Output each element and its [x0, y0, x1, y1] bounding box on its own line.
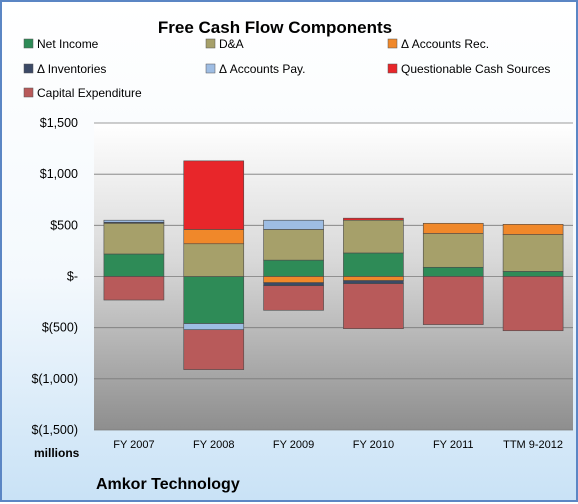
legend-swatch-capital-expenditure [23, 87, 34, 98]
y-tick-label: $(1,000) [31, 372, 78, 386]
bar-capital-expenditure-fy-2009 [263, 285, 324, 311]
y-tick-label: $1,500 [40, 116, 78, 130]
bar-d-a-ttm-9-2012 [502, 234, 564, 272]
chart-title: Free Cash Flow Components [158, 18, 392, 37]
bar-capital-expenditure-fy-2007 [103, 276, 165, 301]
x-tick-label: FY 2007 [113, 439, 154, 451]
bar-capital-expenditure-ttm-9-2012 [502, 276, 564, 332]
bar-net-income-fy-2011 [422, 266, 484, 277]
bar-inventories-fy-2009 [263, 282, 324, 287]
bar-accounts-pay-fy-2008 [183, 323, 245, 331]
legend-swatch-questionable-cash-sources [387, 63, 398, 74]
bar-capital-expenditure-fy-2010 [343, 283, 404, 329]
bar-d-a-fy-2011 [422, 233, 484, 268]
x-axis: FY 2007 FY 2008 FY 2009 FY 2010 FY 2011 TTM 9… [113, 439, 563, 451]
bar-net-income-fy-2009 [263, 259, 324, 277]
legend-label-d-a: D&A [219, 37, 244, 51]
y-tick-label: $500 [50, 218, 78, 232]
legend-swatch-d-a [205, 38, 216, 49]
bar-accounts-pay-fy-2009 [263, 219, 324, 230]
bar-net-income-fy-2010 [343, 252, 404, 277]
x-tick-label: TTM 9-2012 [503, 439, 563, 451]
y-tick-label: $(1,500) [31, 423, 78, 437]
bar-accounts-rec-ttm-9-2012 [502, 224, 564, 235]
x-tick-label: FY 2008 [193, 439, 234, 451]
bar-questionable-cash-sources-fy-2010 [343, 217, 404, 221]
legend: Net Income D&A Δ Accounts Rec. Δ Inventorie… [23, 37, 550, 100]
legend-label-inventories: Δ Inventories [37, 62, 106, 76]
legend-swatch-net-income [23, 38, 34, 49]
bar-capital-expenditure-fy-2008 [183, 329, 245, 370]
y-tick-label: $(500) [42, 321, 78, 335]
legend-label-accounts-pay: Δ Accounts Pay. [219, 62, 306, 76]
legend-label-capital-expenditure: Capital Expenditure [37, 86, 142, 100]
bar-net-income-ttm-9-2012 [502, 271, 564, 277]
company-label: Amkor Technology [96, 476, 240, 493]
bar-inventories-fy-2010 [343, 280, 404, 284]
bar-d-a-fy-2007 [103, 222, 165, 255]
legend-swatch-accounts-rec [387, 38, 398, 49]
x-tick-label: FY 2010 [353, 439, 394, 451]
legend-label-net-income: Net Income [37, 37, 99, 51]
y-tick-label: $1,000 [40, 167, 78, 181]
x-tick-label: FY 2009 [273, 439, 314, 451]
bar-accounts-pay-fy-2007 [103, 219, 165, 223]
x-tick-label: FY 2011 [433, 439, 474, 451]
bar-capital-expenditure-fy-2011 [422, 276, 484, 325]
bar-questionable-cash-sources-fy-2008 [183, 160, 245, 230]
bar-d-a-fy-2010 [343, 219, 404, 254]
y-tick-label: $- [67, 270, 78, 284]
bar-accounts-rec-fy-2010 [343, 276, 404, 281]
legend-swatch-inventories [23, 63, 34, 74]
legend-label-accounts-rec: Δ Accounts Rec. [401, 37, 489, 51]
bar-accounts-rec-fy-2011 [422, 222, 484, 234]
grid-lines [94, 122, 573, 431]
units-label: millions [34, 446, 80, 460]
legend-swatch-accounts-pay [205, 63, 216, 74]
bar-net-income-fy-2007 [103, 253, 165, 277]
y-axis: $1,500 $1,000 $500 $- $(500) $(1,000) $(1,500) [31, 116, 78, 437]
bar-d-a-fy-2008 [183, 243, 245, 277]
bar-d-a-fy-2009 [263, 229, 324, 261]
legend-label-questionable-cash-sources: Questionable Cash Sources [401, 62, 550, 76]
bar-net-income-fy-2008 [183, 276, 245, 324]
bar-accounts-rec-fy-2008 [183, 229, 245, 245]
bar-accounts-rec-fy-2009 [263, 276, 324, 283]
bars [103, 160, 564, 370]
